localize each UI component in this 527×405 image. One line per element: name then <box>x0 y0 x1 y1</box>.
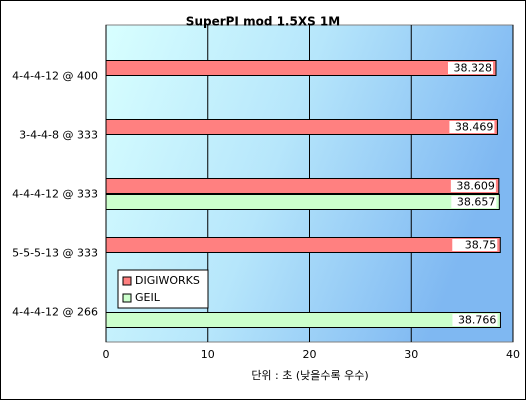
value-label-box <box>452 314 498 326</box>
value-label: 38.766 <box>458 314 497 327</box>
value-label: 38.657 <box>457 196 496 209</box>
x-tick-label: 10 <box>201 348 215 361</box>
legend-label: GEIL <box>135 291 161 304</box>
bar <box>105 119 498 135</box>
x-tick-label: 0 <box>103 348 110 361</box>
bar <box>105 312 501 328</box>
value-label-box <box>452 239 498 251</box>
bar <box>105 178 500 194</box>
y-tick-label: 4-4-4-12 @ 400 <box>12 70 98 83</box>
x-tick-label: 40 <box>506 348 520 361</box>
legend-label: DIGIWORKS <box>135 274 200 287</box>
legend-swatch <box>122 293 132 303</box>
y-tick-label: 3-4-4-8 @ 333 <box>19 129 98 142</box>
bar <box>105 60 497 76</box>
x-tick-label: 30 <box>404 348 418 361</box>
x-tick-label: 20 <box>303 348 317 361</box>
value-label-box <box>450 180 496 192</box>
value-label-box <box>449 121 495 133</box>
y-tick-label: 4-4-4-12 @ 266 <box>12 306 98 319</box>
legend <box>117 269 209 309</box>
y-tick-label: 4-4-4-12 @ 333 <box>12 188 98 201</box>
value-label: 38.328 <box>453 62 492 75</box>
bar <box>105 194 500 210</box>
bar <box>105 237 501 253</box>
value-label: 38.75 <box>465 239 497 252</box>
value-label: 38.609 <box>456 180 495 193</box>
y-tick-label: 5-5-5-13 @ 333 <box>12 247 98 260</box>
value-label: 38.469 <box>455 121 494 134</box>
legend-swatch <box>122 276 132 286</box>
value-label-box <box>447 62 493 74</box>
chart-title: SuperPI mod 1.5XS 1M <box>186 15 340 29</box>
value-label-box <box>451 196 497 208</box>
x-axis-label: 단위 : 초 (낮을수록 우수) <box>251 369 368 382</box>
